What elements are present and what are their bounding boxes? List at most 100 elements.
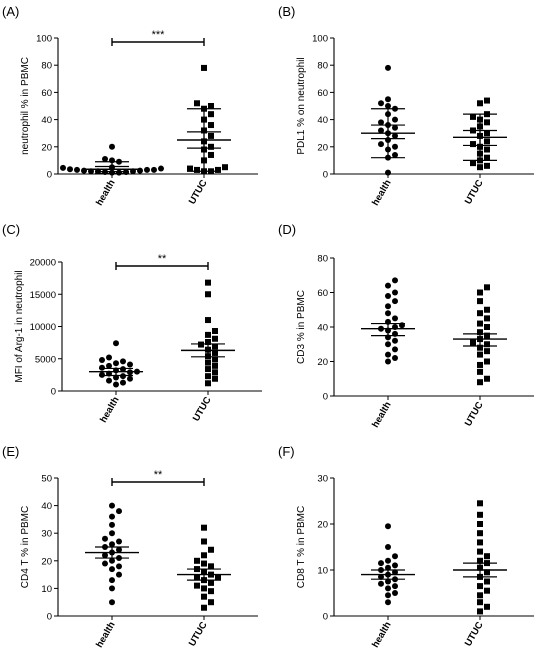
- y-tick-label: 20: [317, 142, 328, 153]
- data-point: [484, 284, 490, 291]
- data-point: [477, 599, 483, 606]
- data-point: [484, 603, 490, 610]
- y-tick-label: 5000: [35, 354, 56, 365]
- data-point: [484, 154, 490, 161]
- data-point: [484, 97, 490, 104]
- data-point: [205, 317, 211, 324]
- data-point: [477, 608, 483, 615]
- x-tick-label: health: [94, 178, 118, 208]
- data-point: [212, 369, 218, 376]
- y-tick-label: 50: [41, 474, 52, 485]
- data-point: [477, 351, 483, 358]
- data-point: [194, 574, 200, 581]
- data-point: [484, 119, 490, 126]
- data-point: [385, 578, 391, 585]
- data-point: [392, 124, 398, 131]
- x-tick-label: UTUC: [463, 178, 486, 206]
- data-point: [484, 341, 490, 348]
- data-point: [205, 366, 211, 373]
- data-point: [109, 577, 115, 584]
- data-point: [385, 292, 391, 299]
- data-point: [484, 569, 490, 576]
- y-tick-label: 30: [317, 474, 328, 485]
- y-tick-label: 20: [41, 142, 52, 153]
- data-point: [109, 557, 115, 564]
- data-point: [212, 356, 218, 363]
- y-axis-label: neutrophil % in PBMC: [20, 57, 31, 155]
- y-tick-label: 40: [317, 115, 328, 126]
- data-point: [127, 375, 133, 382]
- data-point: [392, 569, 398, 576]
- significance-label: ***: [152, 29, 166, 41]
- panel-c: (C) 0 5000 10000 15000 20000 MFI of Arg-1 in n…: [2, 222, 262, 425]
- data-point: [201, 552, 207, 559]
- data-point: [477, 557, 483, 564]
- data-point: [484, 324, 490, 330]
- data-point: [477, 320, 483, 327]
- data-point: [392, 562, 398, 569]
- data-point: [477, 368, 483, 375]
- data-point: [137, 167, 143, 174]
- data-point: [99, 357, 105, 364]
- data-point: [385, 351, 391, 358]
- data-point: [392, 315, 398, 322]
- data-point: [208, 579, 214, 586]
- data-point: [385, 585, 391, 592]
- data-point: [109, 502, 115, 509]
- data-point: [205, 373, 211, 380]
- panel-label: (F): [278, 444, 295, 459]
- data-point: [106, 354, 112, 361]
- data-point: [106, 377, 112, 384]
- data-point: [201, 560, 207, 567]
- y-tick-label: 80: [317, 254, 328, 265]
- data-point: [116, 508, 122, 515]
- data-point: [392, 143, 398, 150]
- x-tick-label: UTUC: [187, 620, 210, 648]
- data-point: [205, 291, 211, 298]
- data-point: [208, 111, 214, 118]
- y-tick-label: 10: [41, 584, 52, 595]
- x-tick-label: UTUC: [187, 178, 210, 206]
- data-point: [392, 346, 398, 353]
- data-point: [477, 521, 483, 527]
- data-point: [187, 165, 193, 172]
- data-point: [116, 546, 122, 553]
- y-tick-label: 60: [41, 88, 52, 99]
- data-point: [484, 358, 490, 365]
- data-point: [470, 339, 476, 346]
- data-point: [208, 122, 214, 129]
- data-point: [385, 564, 391, 571]
- data-point: [205, 279, 211, 286]
- data-point: [194, 166, 200, 173]
- data-point: [392, 151, 398, 158]
- data-point: [385, 96, 391, 103]
- data-point: [385, 523, 391, 530]
- data-point: [109, 599, 115, 606]
- data-point: [378, 560, 384, 567]
- data-point: [201, 593, 207, 600]
- data-point: [194, 582, 200, 589]
- data-point: [205, 338, 211, 345]
- data-point: [392, 116, 398, 123]
- y-tick-label: 20: [41, 556, 52, 567]
- x-tick-label: UTUC: [463, 400, 486, 428]
- data-point: [385, 599, 391, 606]
- data-point: [102, 156, 108, 163]
- data-point: [392, 590, 398, 596]
- panel-label: (E): [2, 444, 19, 459]
- data-point: [477, 329, 483, 336]
- y-axis-label: PDL1 % on neutrophil: [296, 57, 307, 154]
- y-tick-label: 60: [317, 88, 328, 99]
- data-point: [212, 375, 218, 382]
- data-point: [477, 511, 483, 518]
- data-point: [116, 169, 122, 176]
- data-point: [201, 64, 207, 71]
- data-point: [385, 544, 391, 550]
- data-point: [113, 340, 119, 347]
- y-tick-label: 0: [47, 170, 52, 181]
- data-point: [484, 138, 490, 145]
- data-point: [392, 583, 398, 590]
- panel-label: (D): [278, 222, 296, 237]
